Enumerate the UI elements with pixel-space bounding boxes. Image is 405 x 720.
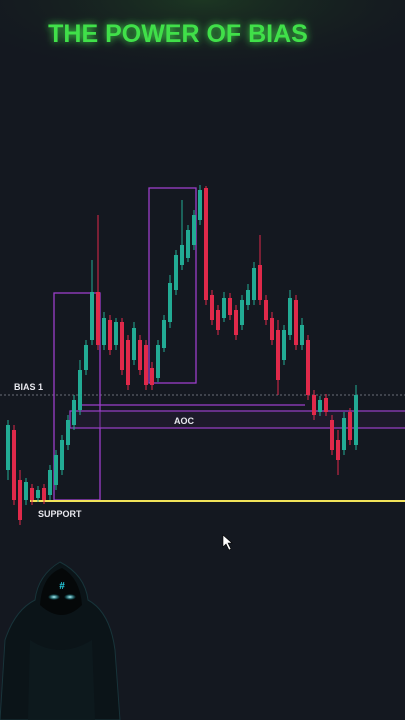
title-glow [0,0,405,120]
green-bodies [6,190,358,500]
aoc-zone [69,410,405,429]
support-label: SUPPORT [38,509,82,519]
title: THE POWER OF BIAS [48,20,308,48]
range-box [148,187,197,384]
hooded-figure: # [0,561,121,720]
hood-symbol: # [59,581,65,592]
cursor [222,534,233,551]
candles [6,185,358,525]
red-bodies [12,188,352,520]
aoc-label: AOC [174,416,195,426]
bias-label: BIAS 1 [14,382,43,392]
